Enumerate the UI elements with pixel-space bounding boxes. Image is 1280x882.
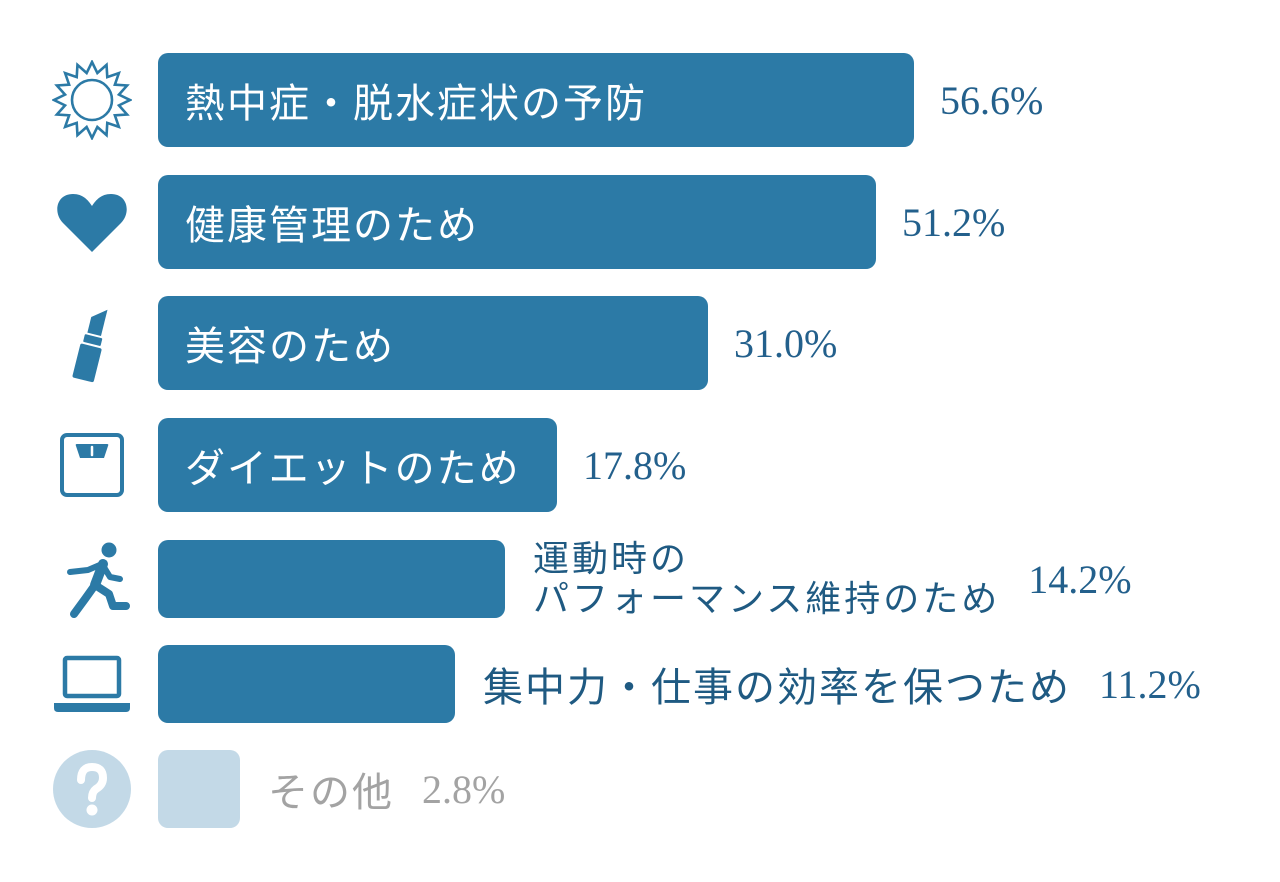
category-label: ダイエットのため	[185, 446, 521, 491]
value-label: 17.8%	[583, 442, 687, 488]
scale-icon	[52, 425, 132, 505]
category-label: 美容のため	[185, 324, 395, 369]
bar-row: 集中力・仕事の効率を保つため 11.2%	[0, 645, 1201, 723]
bar-row: 運動時の パフォーマンス維持のため 14.2%	[0, 539, 1132, 619]
bar: 健康管理のため	[158, 175, 876, 269]
bar	[158, 540, 505, 618]
bar-row: 美容のため 31.0%	[0, 296, 837, 390]
bar-row: 熱中症・脱水症状の予防 56.6%	[0, 53, 1043, 147]
value-label: 14.2%	[1028, 556, 1132, 602]
value-label: 56.6%	[940, 77, 1044, 123]
bar: 熱中症・脱水症状の予防	[158, 53, 914, 147]
category-label: その他	[268, 770, 394, 815]
category-label: 健康管理のため	[185, 203, 479, 248]
question-icon	[52, 749, 132, 829]
bar: 美容のため	[158, 296, 708, 390]
bar-row: ダイエットのため 17.8%	[0, 418, 686, 512]
bar-row: 健康管理のため 51.2%	[0, 175, 1005, 269]
bar	[158, 750, 240, 828]
bar: ダイエットのため	[158, 418, 557, 512]
heart-icon	[52, 182, 132, 262]
bar-row: その他 2.8%	[0, 750, 505, 828]
value-label: 11.2%	[1099, 661, 1201, 707]
lipstick-icon	[52, 303, 132, 383]
category-label: 熱中症・脱水症状の予防	[185, 81, 647, 126]
category-label: 運動時の パフォーマンス維持のため	[533, 539, 1001, 619]
value-label: 51.2%	[902, 199, 1006, 245]
category-label: 集中力・仕事の効率を保つため	[483, 665, 1071, 710]
sun-icon	[52, 60, 132, 140]
laptop-icon	[52, 644, 132, 724]
bar	[158, 645, 455, 723]
value-label: 31.0%	[734, 320, 838, 366]
value-label: 2.8%	[422, 766, 506, 812]
running-person-icon	[52, 539, 132, 619]
